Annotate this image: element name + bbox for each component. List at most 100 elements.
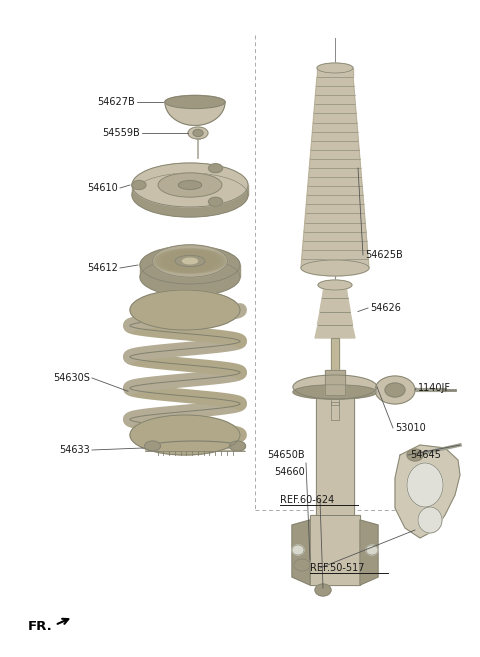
Ellipse shape bbox=[166, 252, 215, 269]
Text: 53010: 53010 bbox=[395, 423, 426, 433]
Polygon shape bbox=[313, 114, 357, 123]
Text: REF.50-517: REF.50-517 bbox=[310, 563, 364, 573]
Ellipse shape bbox=[385, 383, 405, 397]
Polygon shape bbox=[395, 445, 460, 538]
Ellipse shape bbox=[294, 559, 310, 571]
Polygon shape bbox=[302, 240, 368, 250]
Text: 54610: 54610 bbox=[87, 183, 118, 193]
Ellipse shape bbox=[158, 173, 222, 197]
Ellipse shape bbox=[193, 129, 203, 137]
Ellipse shape bbox=[293, 385, 377, 399]
Polygon shape bbox=[292, 520, 310, 585]
Ellipse shape bbox=[156, 250, 224, 273]
Polygon shape bbox=[317, 311, 353, 325]
Ellipse shape bbox=[161, 251, 219, 271]
Text: 54627B: 54627B bbox=[97, 97, 135, 107]
Polygon shape bbox=[315, 95, 355, 104]
Bar bbox=[316, 395, 354, 515]
Ellipse shape bbox=[292, 545, 304, 555]
Ellipse shape bbox=[407, 463, 443, 507]
Ellipse shape bbox=[132, 163, 248, 207]
Ellipse shape bbox=[229, 441, 245, 451]
Ellipse shape bbox=[375, 376, 415, 404]
Ellipse shape bbox=[315, 584, 331, 596]
Ellipse shape bbox=[132, 173, 248, 217]
Bar bbox=[310, 515, 360, 585]
Ellipse shape bbox=[293, 375, 377, 399]
Polygon shape bbox=[312, 131, 359, 141]
Polygon shape bbox=[306, 195, 364, 204]
Polygon shape bbox=[307, 186, 363, 195]
Polygon shape bbox=[305, 214, 365, 223]
Ellipse shape bbox=[154, 249, 226, 273]
Bar bbox=[310, 515, 360, 585]
Polygon shape bbox=[314, 104, 356, 114]
Ellipse shape bbox=[301, 260, 369, 276]
Ellipse shape bbox=[165, 95, 225, 108]
Text: 54626: 54626 bbox=[370, 303, 401, 313]
Ellipse shape bbox=[140, 258, 240, 296]
Polygon shape bbox=[322, 285, 348, 298]
Polygon shape bbox=[132, 185, 248, 195]
Polygon shape bbox=[145, 441, 245, 451]
Ellipse shape bbox=[179, 181, 202, 189]
Text: 54660: 54660 bbox=[274, 467, 305, 477]
Polygon shape bbox=[310, 150, 360, 159]
Bar bbox=[325, 370, 345, 395]
Ellipse shape bbox=[140, 246, 240, 284]
Ellipse shape bbox=[168, 254, 212, 269]
Polygon shape bbox=[317, 68, 353, 77]
Ellipse shape bbox=[132, 181, 146, 189]
Ellipse shape bbox=[158, 250, 221, 272]
Bar bbox=[316, 395, 354, 515]
Polygon shape bbox=[165, 95, 225, 102]
Polygon shape bbox=[316, 77, 354, 86]
Polygon shape bbox=[165, 102, 225, 125]
Text: 54630S: 54630S bbox=[53, 373, 90, 383]
Polygon shape bbox=[315, 86, 355, 95]
Bar bbox=[331, 338, 339, 405]
Text: 1140JF: 1140JF bbox=[418, 383, 451, 393]
Polygon shape bbox=[310, 159, 360, 168]
Ellipse shape bbox=[208, 164, 223, 173]
Ellipse shape bbox=[130, 290, 240, 330]
Text: 54612: 54612 bbox=[87, 263, 118, 273]
Ellipse shape bbox=[144, 441, 160, 451]
Polygon shape bbox=[312, 123, 358, 131]
Ellipse shape bbox=[182, 258, 197, 264]
Ellipse shape bbox=[163, 252, 217, 270]
Ellipse shape bbox=[418, 507, 442, 533]
Bar bbox=[331, 338, 339, 405]
Text: 54650B: 54650B bbox=[267, 450, 305, 460]
Polygon shape bbox=[303, 232, 367, 240]
Polygon shape bbox=[308, 177, 362, 186]
Ellipse shape bbox=[153, 245, 228, 277]
Ellipse shape bbox=[317, 63, 353, 73]
Polygon shape bbox=[304, 223, 366, 232]
Polygon shape bbox=[309, 168, 361, 177]
Ellipse shape bbox=[188, 127, 208, 139]
Ellipse shape bbox=[318, 280, 352, 290]
Polygon shape bbox=[315, 325, 355, 338]
Text: FR.: FR. bbox=[28, 620, 53, 633]
Polygon shape bbox=[140, 265, 240, 277]
Text: 54645: 54645 bbox=[410, 450, 441, 460]
Polygon shape bbox=[301, 259, 369, 268]
Text: REF.60-624: REF.60-624 bbox=[280, 495, 334, 505]
Ellipse shape bbox=[407, 449, 423, 461]
Text: 54633: 54633 bbox=[59, 445, 90, 455]
Polygon shape bbox=[302, 250, 368, 259]
Text: 54625B: 54625B bbox=[365, 250, 403, 260]
Polygon shape bbox=[320, 298, 350, 311]
Polygon shape bbox=[360, 520, 378, 585]
Ellipse shape bbox=[208, 197, 223, 206]
Ellipse shape bbox=[130, 415, 240, 455]
Ellipse shape bbox=[366, 545, 378, 555]
Bar bbox=[331, 402, 339, 420]
Ellipse shape bbox=[170, 254, 210, 268]
Polygon shape bbox=[311, 141, 359, 150]
Text: 54559B: 54559B bbox=[102, 128, 140, 138]
Polygon shape bbox=[306, 204, 364, 214]
Bar bbox=[331, 402, 339, 420]
Ellipse shape bbox=[175, 256, 205, 267]
